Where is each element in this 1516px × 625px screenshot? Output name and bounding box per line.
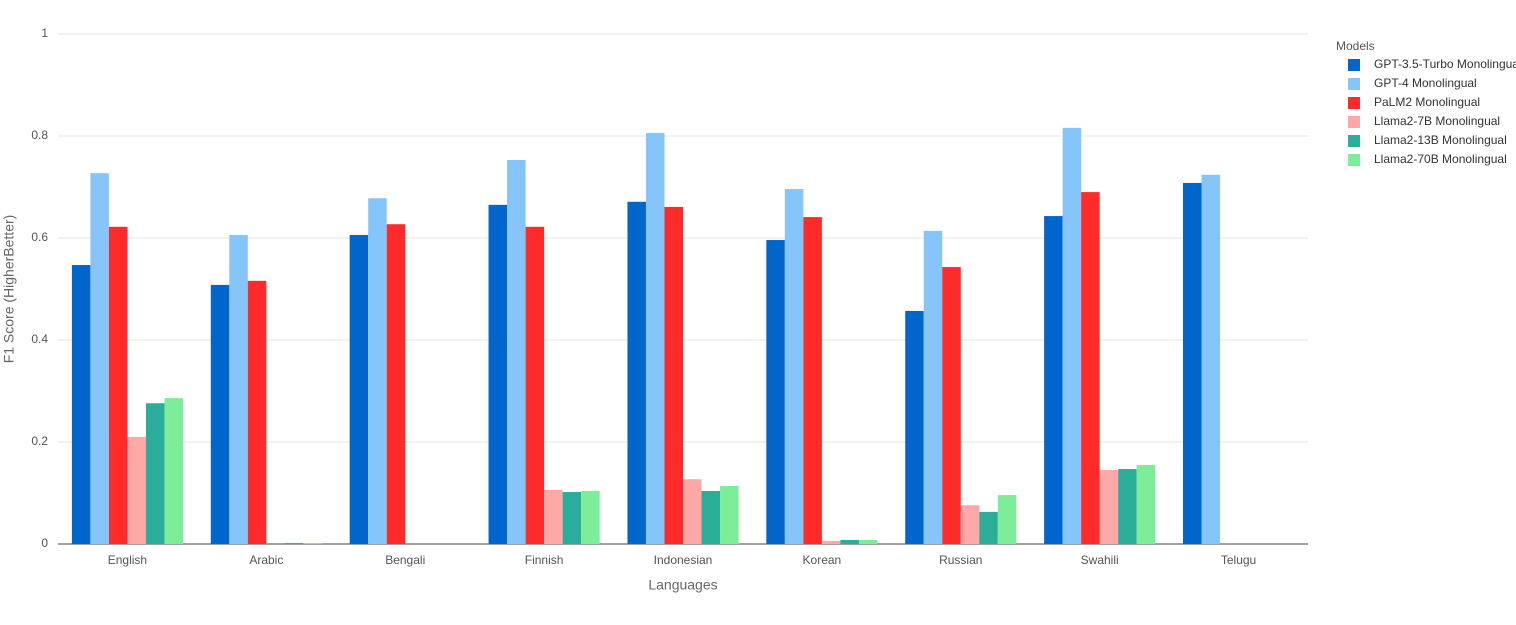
bar bbox=[71, 265, 91, 544]
x-tick-label: Korean bbox=[803, 553, 842, 567]
bar bbox=[979, 511, 998, 544]
bar bbox=[90, 173, 109, 545]
bar bbox=[923, 230, 943, 545]
bar bbox=[247, 280, 267, 544]
y-tick-label: 0.6 bbox=[31, 230, 48, 244]
bar bbox=[349, 234, 369, 544]
bar bbox=[1183, 182, 1202, 545]
y-axis-title: F1 Score (HigherBetter) bbox=[1, 215, 17, 364]
bar bbox=[1044, 216, 1063, 544]
y-tick-label: 1 bbox=[41, 26, 48, 40]
legend-swatch bbox=[1348, 59, 1360, 71]
bar bbox=[108, 226, 128, 544]
bar bbox=[683, 479, 702, 544]
bar bbox=[766, 240, 785, 545]
bar bbox=[1118, 469, 1137, 544]
bar bbox=[701, 490, 721, 544]
legend-swatch bbox=[1348, 97, 1360, 109]
bar bbox=[720, 485, 739, 544]
bar bbox=[229, 234, 248, 544]
bar bbox=[858, 539, 878, 544]
bar bbox=[905, 310, 924, 544]
bar bbox=[942, 267, 961, 544]
bar bbox=[145, 403, 165, 544]
x-tick-label: Swahili bbox=[1081, 553, 1119, 567]
bar bbox=[627, 201, 646, 545]
x-tick-label: Arabic bbox=[249, 553, 283, 567]
legend-label: Llama2-70B Monolingual bbox=[1374, 152, 1507, 166]
bar bbox=[562, 491, 582, 544]
bar bbox=[127, 436, 146, 544]
y-tick-label: 0.4 bbox=[31, 332, 48, 346]
bar bbox=[1081, 192, 1100, 544]
bar bbox=[997, 495, 1017, 544]
y-tick-label: 0 bbox=[41, 536, 48, 550]
bar bbox=[488, 204, 508, 544]
bar bbox=[581, 490, 600, 544]
x-tick-label: Indonesian bbox=[654, 553, 713, 567]
x-tick-label: Bengali bbox=[385, 553, 425, 567]
legend-swatch bbox=[1348, 116, 1360, 128]
x-axis-title: Languages bbox=[648, 577, 717, 593]
bar bbox=[1136, 464, 1156, 544]
y-tick-label: 0.8 bbox=[31, 128, 48, 142]
y-tick-label: 0.2 bbox=[31, 434, 48, 448]
legend-label: Llama2-7B Monolingual bbox=[1374, 114, 1500, 128]
bar bbox=[784, 189, 804, 545]
bar bbox=[1099, 470, 1119, 544]
bar bbox=[664, 206, 683, 544]
bar bbox=[1062, 127, 1082, 544]
x-tick-label: English bbox=[108, 553, 147, 567]
bar bbox=[821, 540, 841, 544]
bar bbox=[284, 542, 304, 544]
bar bbox=[368, 198, 387, 544]
bar bbox=[1201, 174, 1221, 544]
x-tick-label: Finnish bbox=[525, 553, 564, 567]
legend-swatch bbox=[1348, 78, 1360, 90]
legend-label: GPT-3.5-Turbo Monolingual bbox=[1374, 57, 1516, 71]
bar bbox=[303, 542, 322, 544]
bar bbox=[803, 217, 822, 544]
bar bbox=[210, 284, 230, 544]
bar bbox=[507, 159, 526, 544]
legend-label: GPT-4 Monolingual bbox=[1374, 76, 1477, 90]
bar bbox=[386, 224, 406, 545]
bar bbox=[544, 489, 563, 544]
x-tick-label: Russian bbox=[939, 553, 982, 567]
bar bbox=[164, 398, 183, 544]
bar bbox=[525, 226, 545, 544]
legend-swatch bbox=[1348, 135, 1360, 147]
bar bbox=[960, 505, 980, 544]
legend-title: Models bbox=[1336, 39, 1375, 53]
legend-label: Llama2-13B Monolingual bbox=[1374, 133, 1507, 147]
bar bbox=[645, 132, 665, 544]
legend-swatch bbox=[1348, 154, 1360, 166]
x-tick-label: Telugu bbox=[1221, 553, 1256, 567]
legend-label: PaLM2 Monolingual bbox=[1374, 95, 1480, 109]
bar bbox=[840, 539, 859, 544]
